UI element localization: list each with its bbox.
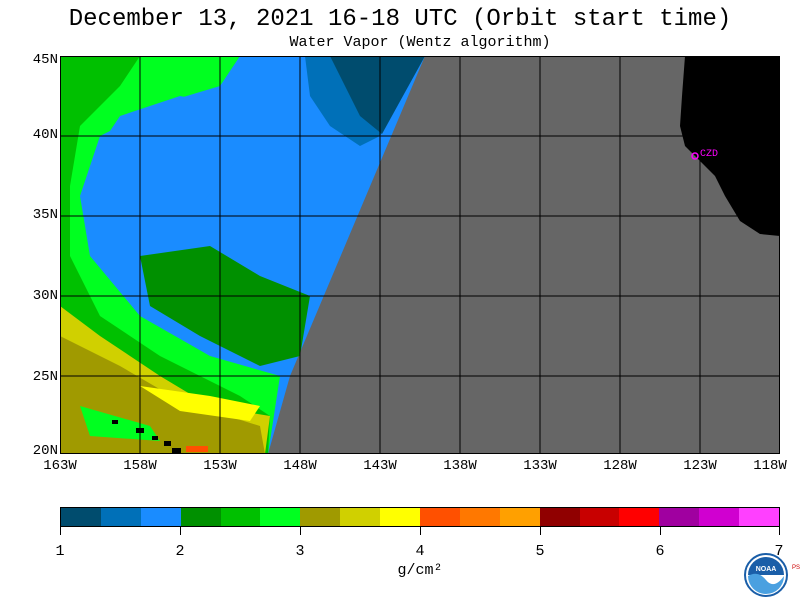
lat-label: 20N (32, 443, 58, 459)
colorbar-swatch (220, 508, 261, 526)
lon-label: 148W (283, 458, 317, 474)
logo-text: NOAA (756, 566, 777, 573)
colorbar-tick: 3 (295, 543, 305, 560)
lon-label: 153W (203, 458, 237, 474)
colorbar-swatch (539, 508, 580, 526)
colorbar-swatch (420, 508, 460, 526)
station-label: CZD (700, 149, 718, 160)
lon-label: 163W (43, 458, 77, 474)
colorbar-tick: 7 (774, 543, 784, 560)
colorbar-swatch (340, 508, 381, 526)
lon-label: 158W (123, 458, 157, 474)
lat-label: 45N (32, 52, 58, 68)
colorbar-units: g/cm² (397, 562, 443, 579)
lon-label: 123W (683, 458, 717, 474)
colorbar-tick: 4 (415, 543, 425, 560)
colorbar-swatch (699, 508, 740, 526)
colorbar-tick: 5 (535, 543, 545, 560)
colorbar-swatch (100, 508, 141, 526)
colorbar-swatch (619, 508, 660, 526)
colorbar-tick: 2 (175, 543, 185, 560)
lat-label: 40N (32, 127, 58, 143)
colorbar-tick: 1 (55, 543, 65, 560)
map-subtitle: Water Vapor (Wentz algorithm) (289, 34, 551, 51)
lon-label: 133W (523, 458, 557, 474)
colorbar-swatch (380, 508, 421, 526)
logo-side-text: PSL (792, 565, 800, 571)
colorbar-swatch (739, 508, 780, 526)
lat-label: 25N (32, 369, 58, 385)
colorbar (60, 507, 780, 527)
colorbar-swatch (579, 508, 620, 526)
colorbar-swatch (659, 508, 700, 526)
lat-label: 35N (32, 207, 58, 223)
lon-label: 128W (603, 458, 637, 474)
colorbar-swatch (499, 508, 540, 526)
colorbar-swatch (260, 508, 301, 526)
water-vapor-map: CZD (60, 56, 780, 454)
lon-label: 138W (443, 458, 477, 474)
noaa-logo-icon: NOAA (744, 553, 788, 597)
lat-label: 30N (32, 288, 58, 304)
colorbar-swatch (140, 508, 181, 526)
lon-label: 118W (753, 458, 787, 474)
colorbar-swatch (61, 508, 101, 526)
colorbar-swatch (180, 508, 221, 526)
colorbar-tick: 6 (655, 543, 665, 560)
map-title: December 13, 2021 16-18 UTC (Orbit start… (68, 6, 732, 33)
lon-label: 143W (363, 458, 397, 474)
colorbar-swatch (459, 508, 500, 526)
colorbar-swatch (300, 508, 341, 526)
